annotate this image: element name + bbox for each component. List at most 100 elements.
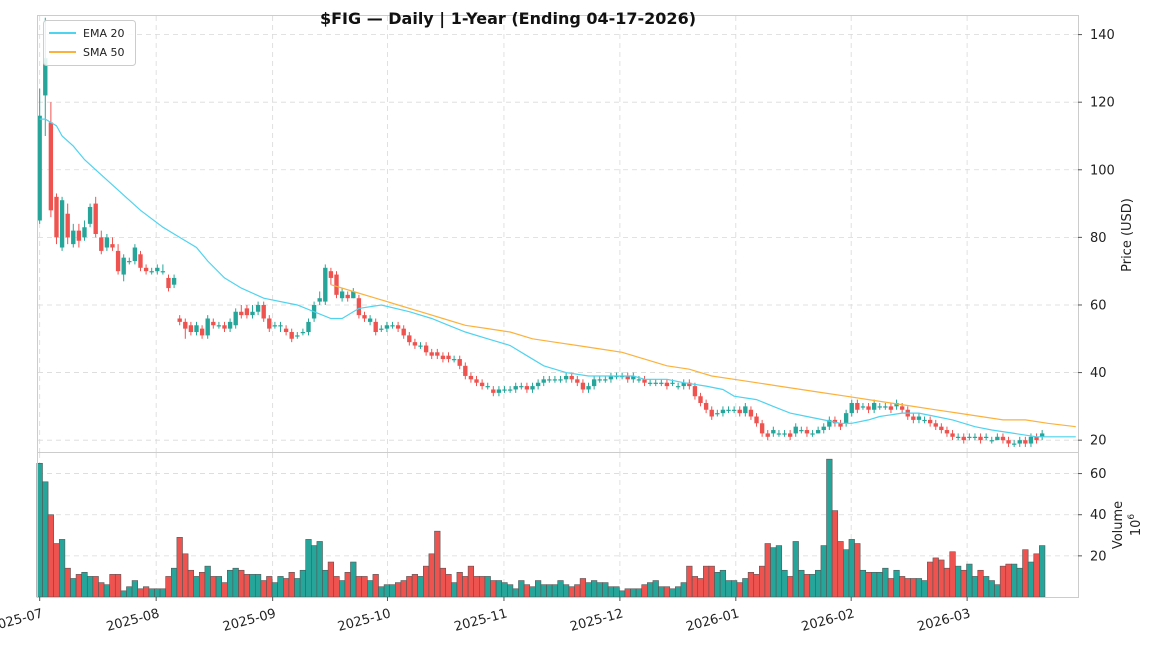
- volume-bar: [378, 586, 385, 598]
- candle-body: [334, 274, 339, 295]
- volume-bar: [837, 541, 844, 598]
- candle-body: [423, 345, 429, 353]
- candle-body: [1034, 436, 1039, 441]
- candle-body: [160, 271, 166, 273]
- volume-bar: [540, 584, 547, 598]
- volume-bar: [904, 578, 911, 598]
- candle-body: [317, 298, 322, 302]
- volume-bar: [64, 567, 71, 598]
- candle-body: [519, 386, 524, 388]
- volume-bar: [226, 569, 234, 598]
- volume-bar: [75, 574, 82, 598]
- volume-bar: [859, 569, 867, 598]
- volume-bar: [467, 565, 475, 598]
- volume-bar: [249, 574, 256, 598]
- price-tick-label: 80: [1090, 231, 1107, 246]
- candle-body: [631, 375, 636, 380]
- candle-body: [496, 389, 502, 393]
- candle-body: [821, 426, 826, 431]
- candle-body: [939, 426, 944, 431]
- candle-body: [384, 325, 390, 329]
- volume-bar: [81, 572, 88, 598]
- price-tick-label: 60: [1090, 298, 1107, 313]
- candle-body: [463, 365, 468, 376]
- volume-bar: [479, 576, 486, 598]
- volume-unit-exponent: 6: [1127, 514, 1137, 520]
- volume-bar: [966, 563, 973, 598]
- candle-body: [888, 406, 894, 410]
- sma50-line: [330, 284, 1076, 428]
- candle-body: [407, 335, 412, 343]
- candle-body: [899, 406, 905, 410]
- volume-bar: [809, 574, 816, 598]
- volume-bar: [372, 574, 379, 598]
- candle-body: [345, 294, 350, 299]
- volume-tick-label: 60: [1090, 467, 1107, 482]
- candle-body: [367, 318, 373, 322]
- candle-body: [558, 379, 563, 381]
- candle-body: [541, 379, 546, 383]
- volume-bar: [383, 584, 391, 598]
- candle-body: [149, 271, 154, 273]
- candle-body: [250, 311, 255, 316]
- candle-body: [37, 115, 42, 221]
- candle-body: [927, 419, 933, 424]
- volume-bar: [238, 569, 245, 598]
- volume-bar: [893, 569, 900, 598]
- candle-body: [183, 321, 188, 329]
- candle-body: [877, 406, 882, 408]
- volume-bar: [635, 588, 643, 598]
- volume-bar: [277, 576, 284, 598]
- volume-bar: [423, 565, 430, 598]
- volume-bar: [1027, 561, 1035, 598]
- volume-bar: [591, 580, 598, 598]
- volume-bar: [602, 582, 609, 598]
- volume-bar: [103, 584, 110, 598]
- candle-body: [743, 406, 748, 414]
- volume-bar: [92, 576, 99, 598]
- ema20-line: [39, 118, 1076, 438]
- volume-bar: [148, 588, 155, 598]
- volume-bar: [607, 586, 615, 598]
- candle-body: [513, 386, 518, 390]
- candle-body: [199, 328, 205, 336]
- chart-title: $FIG — Daily | 1-Year (Ending 04-17-2026…: [320, 9, 696, 29]
- volume-bar: [159, 588, 166, 598]
- candle-body: [278, 325, 283, 327]
- volume-bar: [882, 567, 889, 598]
- candle-body: [211, 321, 216, 326]
- volume-tick-label: 40: [1090, 508, 1107, 523]
- price-tick-label: 140: [1090, 28, 1115, 43]
- volume-bar: [820, 545, 827, 598]
- volume-bar: [781, 569, 788, 598]
- candle-body: [418, 345, 423, 347]
- volume-bar: [579, 578, 587, 598]
- candle-body: [457, 359, 462, 366]
- volume-bar: [921, 580, 928, 598]
- volume-bar: [747, 572, 755, 598]
- volume-bar: [927, 561, 934, 598]
- candle-body: [765, 433, 770, 437]
- candle-body: [82, 227, 87, 238]
- volume-bar: [266, 576, 273, 598]
- candle-body: [395, 325, 401, 329]
- volume-bar: [282, 578, 290, 598]
- volume-bar: [294, 578, 301, 598]
- candle-body: [127, 261, 132, 263]
- candle-body: [222, 325, 227, 329]
- candle-body: [771, 430, 776, 434]
- candle-body: [429, 352, 434, 356]
- volume-bar: [439, 567, 447, 598]
- volume-bar: [187, 569, 194, 598]
- candle-body: [138, 254, 143, 268]
- candle-body: [339, 291, 345, 299]
- candle-body: [1023, 440, 1028, 444]
- volume-bar: [703, 565, 710, 598]
- volume-bar: [311, 545, 318, 598]
- volume-bar: [339, 580, 346, 598]
- volume-bar: [971, 576, 979, 598]
- volume-bar: [675, 586, 682, 598]
- volume-bar: [367, 580, 374, 598]
